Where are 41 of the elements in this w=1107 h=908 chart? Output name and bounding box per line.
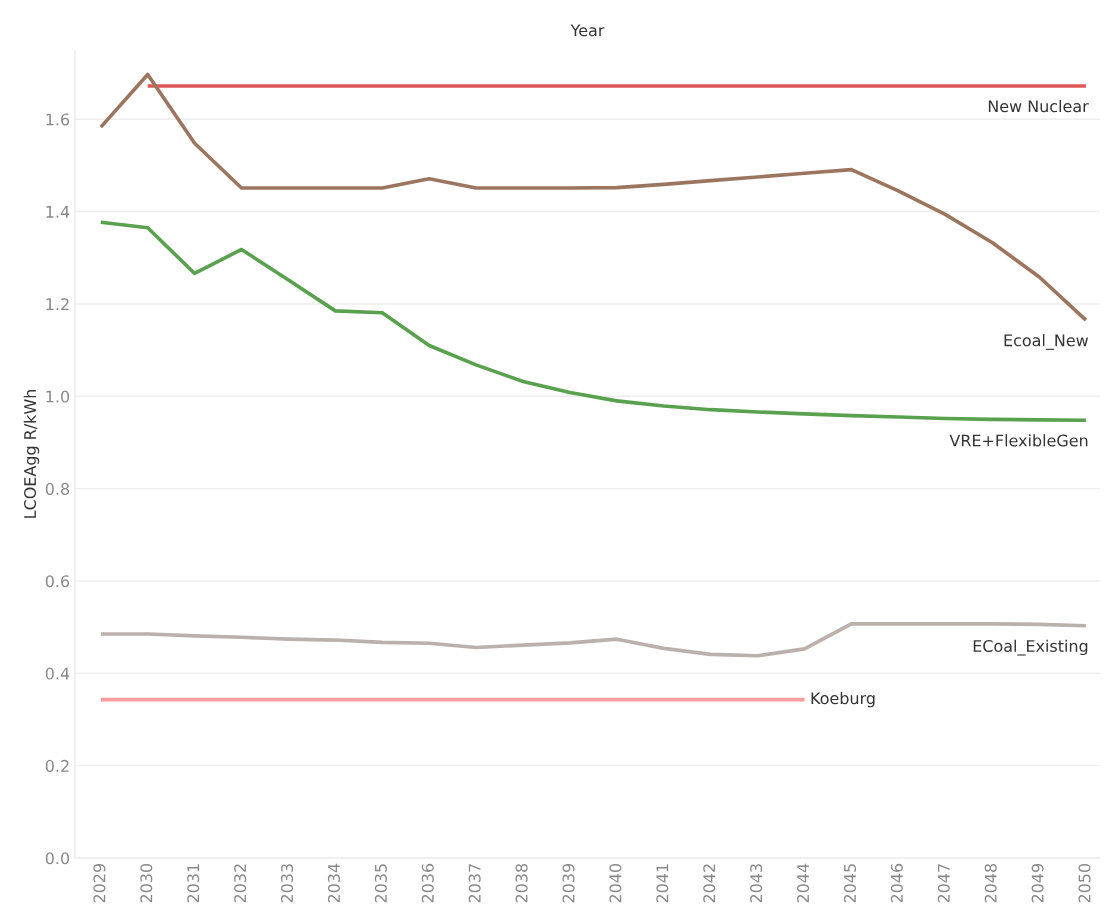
x-tick-label: 2049	[1031, 863, 1044, 903]
x-tick-label: 2037	[468, 864, 481, 903]
x-tick-label: 2034	[327, 863, 340, 903]
y-tick-label: 0.4	[45, 667, 70, 680]
x-tick-label: 2046	[890, 863, 903, 903]
y-tick-label: 0.0	[45, 852, 70, 865]
x-tick-label: 2043	[750, 864, 763, 903]
series-label: Ecoal_New	[1004, 333, 1089, 350]
x-tick-label: 2031	[187, 864, 200, 903]
x-tick-label: 2050	[1078, 863, 1091, 903]
x-tick-label: 2033	[281, 864, 294, 903]
x-tick-label: 2047	[937, 864, 950, 903]
y-tick-label: 1.6	[46, 113, 70, 126]
y-tick-label: 0.8	[45, 482, 70, 495]
line-series	[98, 72, 1088, 322]
x-tick-label: 2048	[984, 863, 997, 903]
y-tick-label: 1.4	[46, 206, 70, 218]
series-label: ECoal_Existing	[973, 639, 1088, 656]
x-tick-label: 2041	[656, 864, 669, 903]
series-label: Koeburg	[811, 691, 875, 708]
x-tick-label: 2045	[843, 864, 857, 903]
x-axis-title: Year	[570, 24, 605, 37]
x-tick-label: 2032	[234, 864, 247, 903]
line-series	[98, 220, 1088, 423]
y-tick-label: 1.0	[46, 390, 70, 403]
line-series	[98, 622, 1088, 658]
x-tick-label: 2044	[797, 863, 810, 903]
x-tick-label: 2040	[609, 863, 622, 903]
x-tick-label: 2035	[374, 864, 387, 903]
x-tick-label: 2029	[93, 863, 106, 903]
x-tick-label: 2039	[562, 863, 575, 903]
series-label: New Nuclear	[988, 99, 1089, 113]
y-tick-label: 0.6	[45, 575, 70, 588]
x-tick-label: 2038	[515, 863, 528, 903]
y-tick-label: 1.2	[46, 298, 69, 311]
x-tick-label: 2042	[703, 864, 716, 903]
x-tick-label: 2030	[140, 863, 153, 903]
y-tick-label: 0.2	[45, 759, 69, 772]
x-tick-label: 2036	[421, 863, 434, 903]
y-axis-title: LCOEAgg R/kWh	[23, 390, 40, 518]
series-label: VRE+FlexibleGen	[949, 434, 1088, 447]
